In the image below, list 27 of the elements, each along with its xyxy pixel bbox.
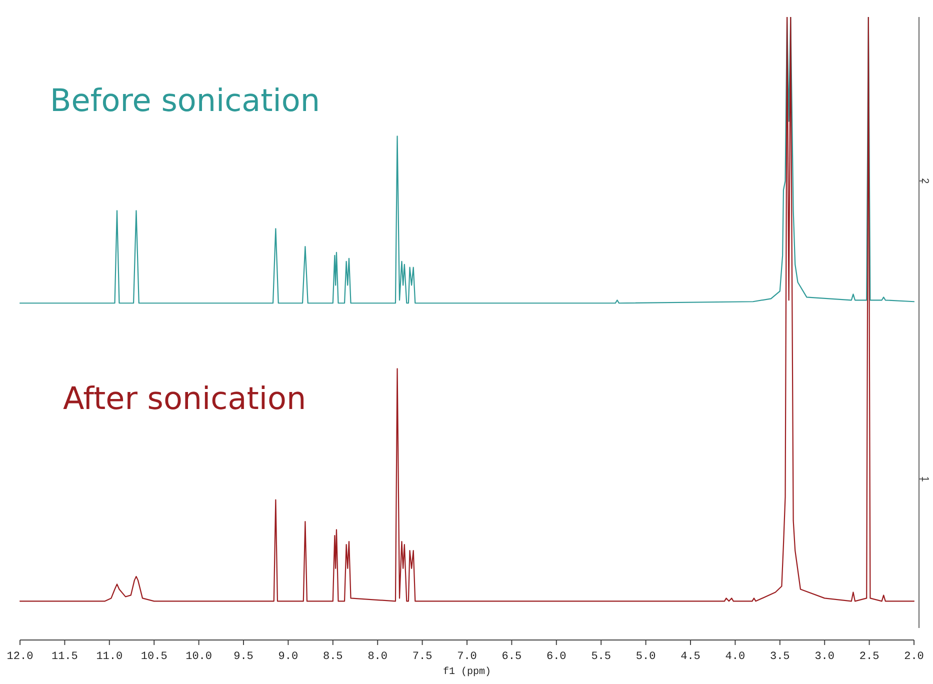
x-tick-label: 3.5 [770, 651, 790, 663]
x-tick-label: 8.5 [322, 651, 343, 663]
x-tick-label: 9.0 [278, 651, 298, 663]
x-axis-title: f1 (ppm) [442, 666, 492, 678]
x-tick-label: 11.5 [51, 651, 78, 663]
x-tick-label: 9.5 [234, 651, 254, 663]
x-tick-label: 6.0 [546, 651, 566, 663]
x-tick-label: 2.0 [904, 651, 924, 663]
text: Before sonication [50, 83, 320, 120]
x-tick-label: 8.0 [368, 651, 388, 663]
x-tick-label: 12.0 [6, 651, 34, 663]
x-tick-label: 11.0 [96, 651, 123, 663]
x-tick-label: 4.0 [725, 651, 746, 663]
y-tick-label: 1 [919, 476, 930, 482]
x-tick-label: 5.5 [591, 651, 612, 663]
y-tick-label: 2 [919, 178, 930, 184]
x-tick-label: 6.5 [502, 651, 522, 663]
x-tick-label: 2.5 [859, 651, 880, 663]
x-tick-label: 10.5 [140, 651, 168, 663]
x-tick-label: 7.0 [457, 651, 477, 663]
x-tick-label: 3.0 [814, 651, 835, 663]
text: After sonication [63, 381, 306, 418]
line-series [19, 17, 915, 602]
x-tick-label: 5.0 [636, 651, 656, 663]
x-tick-label: 7.5 [412, 651, 432, 663]
x-tick-label: 10.0 [186, 651, 212, 663]
x-tick-label: 4.5 [680, 651, 700, 663]
